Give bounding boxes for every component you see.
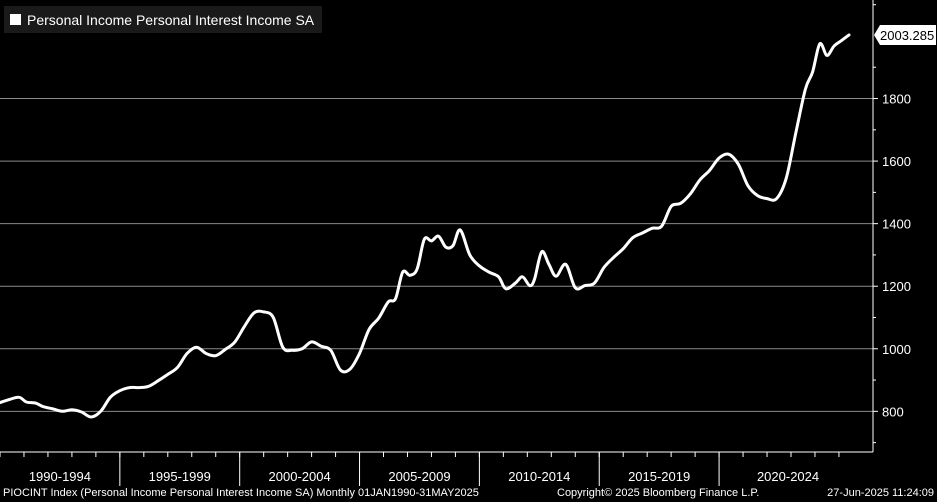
y-tick-label: 1800 bbox=[882, 92, 911, 107]
footer-copyright: Copyright© 2025 Bloomberg Finance L.P. bbox=[557, 487, 760, 499]
last-value-text: 2003.285 bbox=[880, 28, 934, 43]
x-tick-label: 2015-2019 bbox=[628, 469, 690, 484]
last-value-label: 2003.285 bbox=[874, 24, 936, 45]
x-tick-label: 1995-1999 bbox=[149, 469, 211, 484]
y-tick-label: 1400 bbox=[882, 217, 911, 232]
series-line bbox=[0, 33, 851, 419]
y-tick-label: 1000 bbox=[882, 342, 911, 357]
x-tick-label: 2000-2004 bbox=[269, 469, 331, 484]
tick-labels: 800 1000 1200 1400 1600 1800 1990-1994 1995-199… bbox=[29, 24, 936, 484]
legend-swatch bbox=[10, 14, 21, 25]
x-tick-label: 2020-2024 bbox=[757, 469, 819, 484]
footer-source: PIOCINT Index (Personal Income Personal … bbox=[3, 487, 479, 499]
series-layer bbox=[0, 33, 851, 419]
axes bbox=[0, 0, 878, 486]
grid-lines bbox=[0, 98, 873, 412]
y-tick-label: 800 bbox=[882, 404, 904, 419]
legend-label: Personal Income Personal Interest Income… bbox=[27, 11, 315, 28]
x-tick-label: 2005-2009 bbox=[388, 469, 450, 484]
footer-timestamp: 27-Jun-2025 11:24:09 bbox=[827, 487, 934, 499]
x-tick-label: 1990-1994 bbox=[29, 469, 91, 484]
legend: Personal Income Personal Interest Income… bbox=[4, 6, 323, 33]
x-tick-label: 2010-2014 bbox=[508, 469, 570, 484]
y-tick-label: 1600 bbox=[882, 154, 911, 169]
last-value-box bbox=[874, 24, 936, 45]
y-tick-label: 1200 bbox=[882, 279, 911, 294]
